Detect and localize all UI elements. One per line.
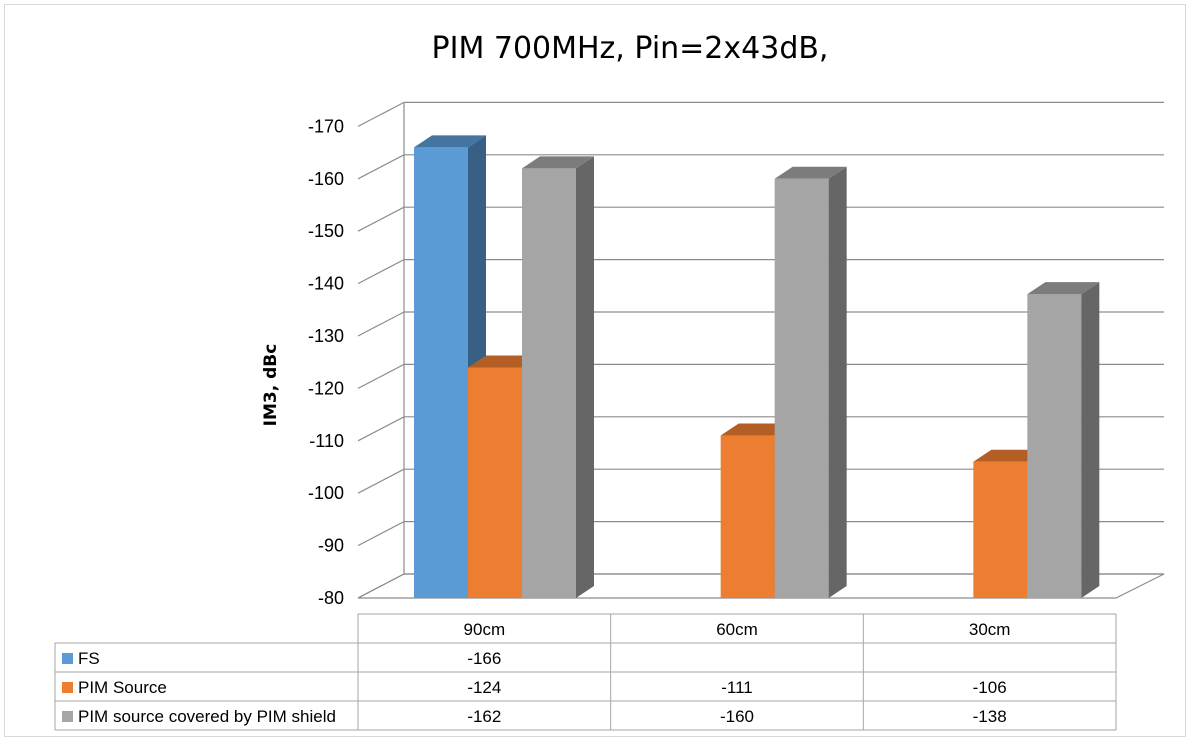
bar — [522, 156, 594, 598]
side-gridline — [357, 363, 405, 389]
side-gridline — [357, 206, 405, 232]
y-tick-label: -150 — [308, 221, 344, 241]
y-tick-label: -120 — [308, 378, 344, 398]
bar-front — [468, 367, 522, 598]
legend-swatch — [62, 711, 73, 722]
bar-front — [774, 178, 829, 599]
data-label: -111 — [721, 678, 753, 697]
legend-label: FS — [78, 649, 100, 668]
y-tick-label: -90 — [318, 536, 344, 556]
data-label: -124 — [467, 678, 501, 697]
legend-label: PIM Source — [78, 678, 167, 697]
y-tick-label: -100 — [308, 483, 344, 503]
bar — [1027, 282, 1100, 598]
side-gridline — [357, 259, 405, 285]
y-tick-label: -110 — [309, 431, 344, 451]
legend-item: PIM source covered by PIM shield — [62, 707, 336, 726]
data-label: -162 — [467, 707, 501, 726]
legend-swatch — [62, 682, 73, 693]
legend-item: PIM Source — [62, 678, 167, 697]
bar-side — [1081, 282, 1100, 598]
x-tick-label: 90cm — [464, 620, 506, 639]
bar-top — [774, 166, 847, 179]
side-gridline — [357, 154, 405, 180]
legend-item: FS — [62, 649, 100, 668]
bar-front — [1027, 294, 1082, 598]
bar-front — [973, 461, 1028, 598]
data-label: -106 — [973, 678, 1007, 697]
data-label: -138 — [973, 707, 1007, 726]
y-tick-label: -130 — [308, 326, 344, 346]
bar-top — [414, 135, 486, 148]
chart-floor — [357, 573, 1165, 599]
bar-top — [1027, 282, 1100, 295]
y-tick-label: -170 — [308, 116, 344, 136]
side-gridline — [357, 468, 405, 494]
side-gridline — [357, 416, 405, 442]
bar-side — [576, 156, 594, 598]
y-tick-label: -80 — [318, 588, 344, 608]
data-label: -166 — [467, 649, 501, 668]
chart-frame — [4, 4, 1186, 737]
data-label: -160 — [720, 707, 754, 726]
chart-bars — [414, 135, 1100, 599]
y-axis-label: IM3, dBc — [261, 344, 281, 427]
bar-side — [828, 166, 847, 599]
bar-top — [522, 156, 594, 169]
side-gridline — [357, 101, 405, 127]
chart-title: PIM 700MHz, Pin=2x43dB, — [432, 31, 829, 66]
data-table: 90cm 60cm 30cm FS -166 PIM Source -124 -111 -106… — [54, 613, 1117, 731]
y-tick-label: -140 — [308, 274, 344, 294]
x-tick-label: 30cm — [969, 620, 1011, 639]
bar-front — [720, 435, 775, 598]
side-gridline — [357, 521, 405, 547]
x-tick-label: 60cm — [716, 620, 758, 639]
legend-swatch — [62, 653, 73, 664]
bar-front — [522, 168, 576, 598]
bar-front — [414, 147, 468, 599]
legend-label: PIM source covered by PIM shield — [78, 707, 336, 726]
bar — [774, 166, 847, 599]
side-gridline — [357, 311, 405, 337]
y-tick-labels: -170 -160 -150 -140 -130 -120 -110 -100 -90 -80 — [308, 116, 344, 608]
y-tick-label: -160 — [308, 169, 344, 189]
